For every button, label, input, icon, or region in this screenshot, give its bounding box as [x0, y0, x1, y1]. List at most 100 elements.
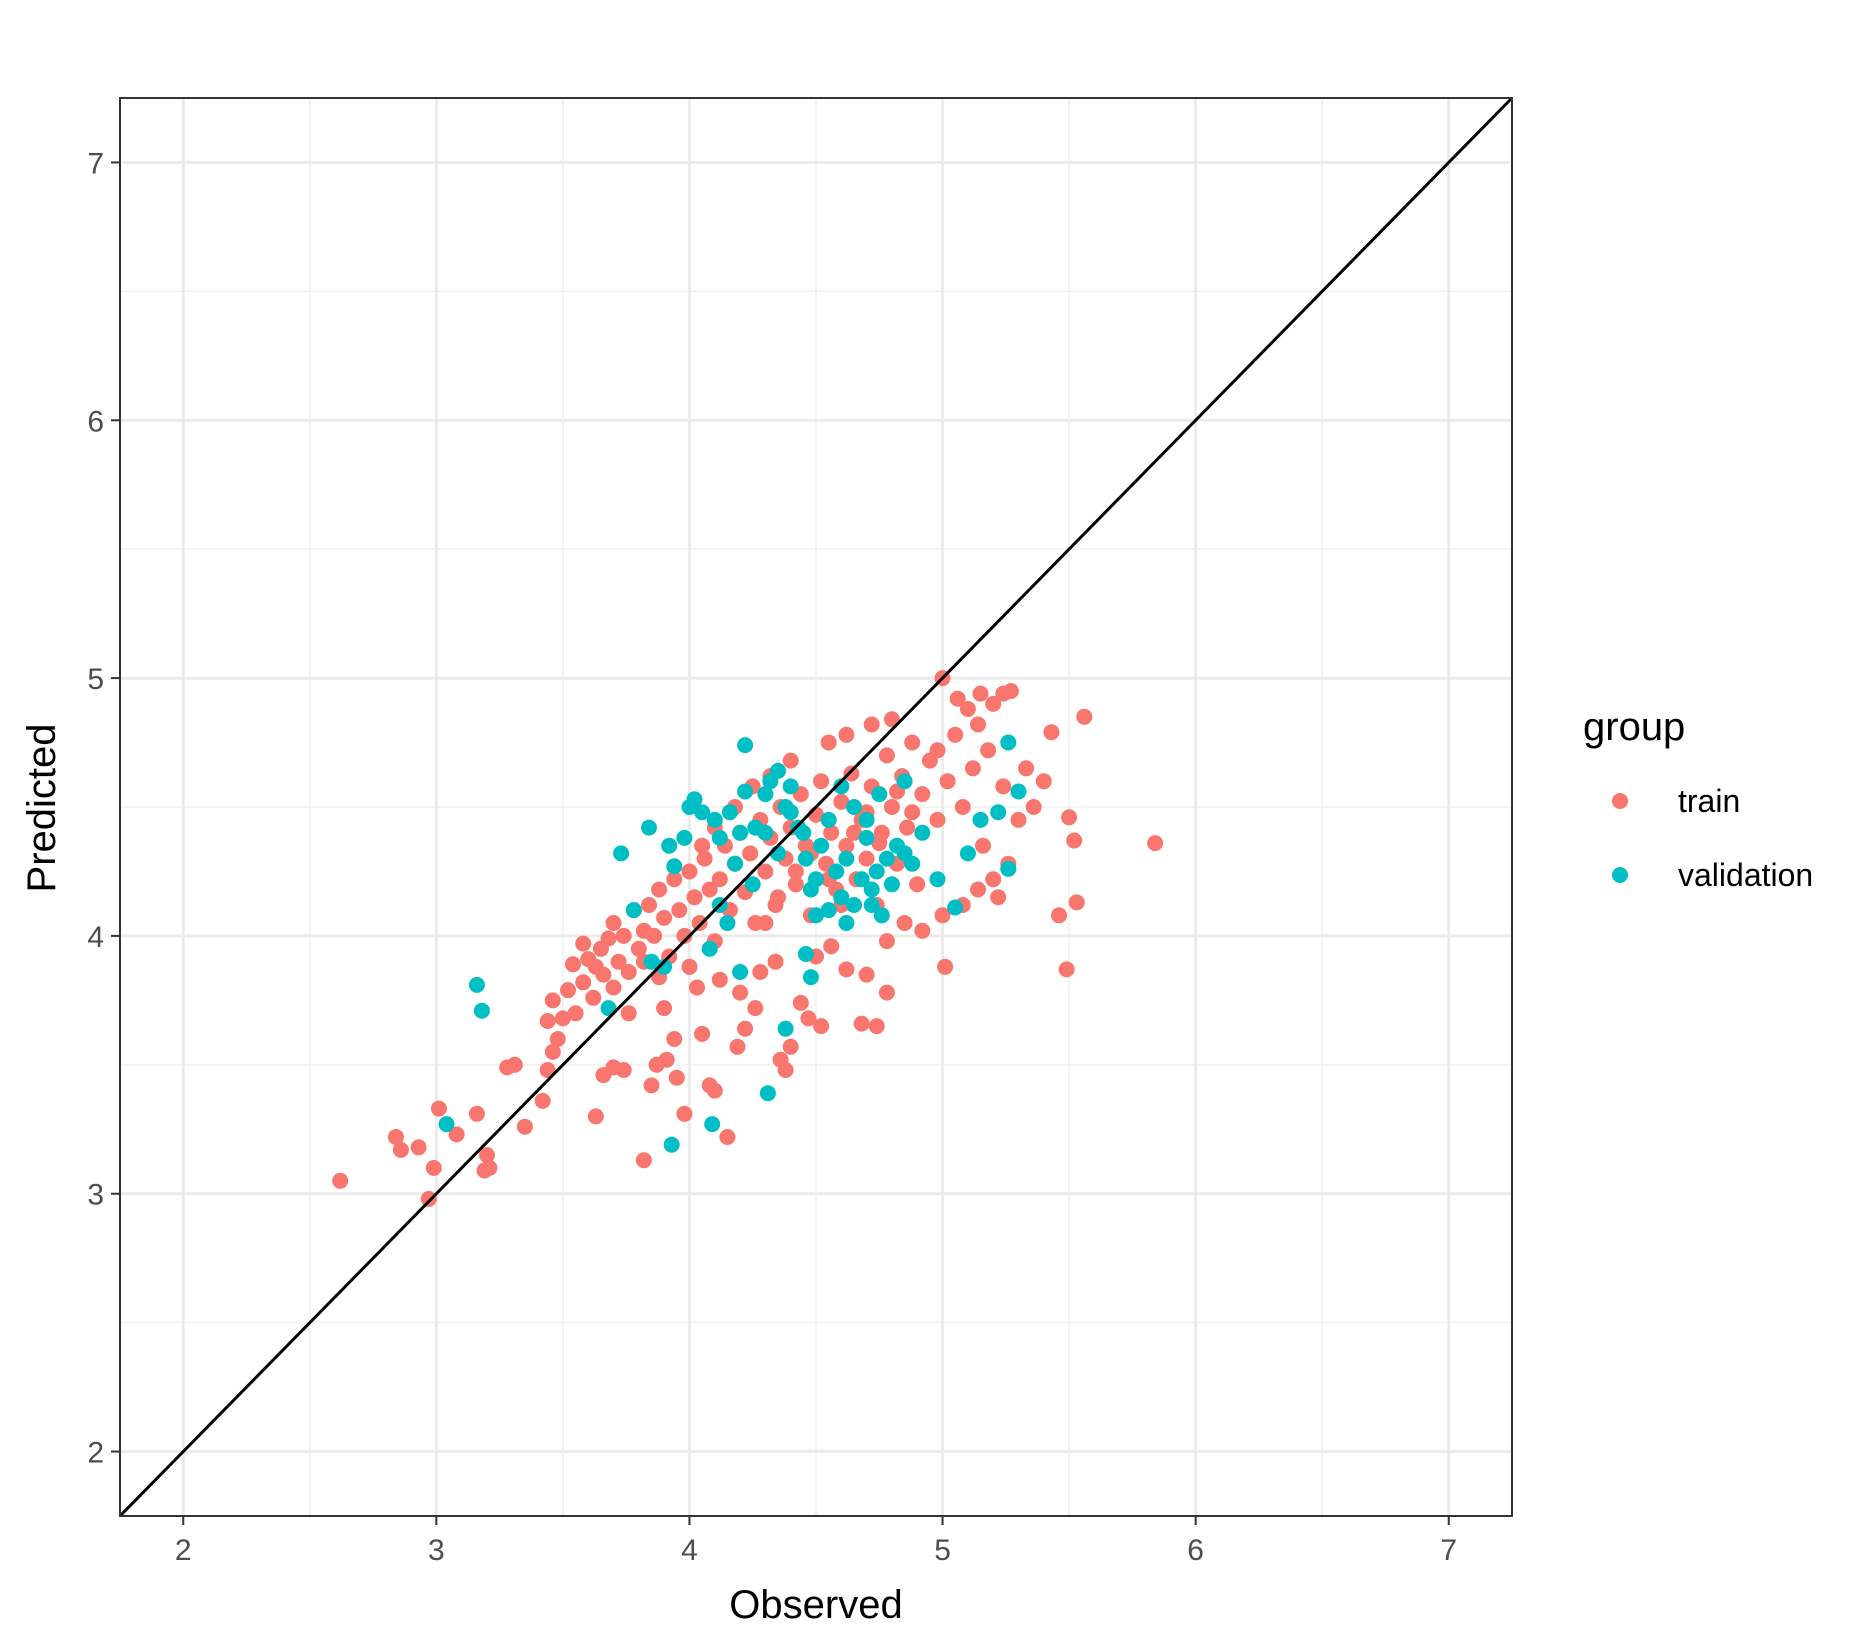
panel-border [119, 97, 1513, 1517]
train-point [1035, 773, 1052, 790]
validation-point [468, 976, 485, 993]
train-point [800, 1010, 817, 1027]
train-point [820, 734, 837, 751]
validation-point [757, 824, 774, 841]
validation-point [704, 1116, 721, 1133]
validation-point [661, 837, 678, 854]
y-tick-label: 7 [87, 147, 104, 180]
train-point [481, 1159, 498, 1176]
train-point [896, 915, 913, 931]
train-point [752, 964, 769, 980]
validation-point [863, 897, 880, 913]
train-point [1051, 907, 1067, 924]
train-point [656, 909, 673, 926]
validation-point [711, 829, 728, 846]
train-point [792, 994, 809, 1011]
train-point [757, 863, 774, 880]
train-point [681, 863, 698, 880]
y-tick-label: 3 [87, 1179, 104, 1212]
validation-point [759, 1085, 776, 1102]
x-tick-label: 6 [1187, 1534, 1204, 1567]
train-point [883, 799, 900, 815]
x-tick-label: 5 [934, 1534, 951, 1567]
y-tick-label: 5 [87, 663, 104, 696]
train-point [934, 907, 951, 924]
x-tick-label: 2 [175, 1534, 192, 1567]
train-point [641, 897, 657, 913]
train-point [701, 1077, 718, 1094]
legend-label-train: train [1678, 783, 1740, 819]
train-point [516, 1118, 533, 1135]
identity-reference-line [118, 96, 1514, 1518]
validation-point [721, 804, 738, 821]
train-point [648, 1056, 665, 1073]
train-point [871, 835, 888, 852]
train-point [985, 695, 1002, 712]
validation-point [808, 871, 824, 888]
legend-label-validation: validation [1678, 857, 1813, 893]
train-point [838, 726, 855, 743]
train-point [1043, 724, 1060, 741]
train-point [534, 1092, 551, 1109]
train-point [833, 793, 850, 810]
train-point [1066, 832, 1083, 849]
train-point [430, 1100, 447, 1117]
train-point [813, 1018, 830, 1035]
x-tick-label: 7 [1440, 1534, 1457, 1567]
train-point [587, 958, 604, 975]
train-point [772, 1051, 789, 1068]
validation-point [727, 855, 743, 872]
legend-key-train [1612, 793, 1628, 809]
validation-point [613, 845, 630, 862]
train-point [972, 685, 989, 702]
validation-point [663, 1136, 680, 1153]
validation-point [1000, 860, 1017, 877]
train-point [689, 979, 705, 996]
train-point [686, 889, 703, 906]
train-point [539, 1013, 556, 1029]
train-point [823, 938, 840, 955]
train-point [787, 876, 804, 893]
train-point [747, 1000, 764, 1017]
train-point [899, 819, 916, 836]
train-point [605, 979, 622, 996]
validation-point [813, 837, 830, 854]
train-point [605, 915, 622, 931]
train-point [767, 953, 784, 970]
train-point [691, 915, 708, 931]
train-point [506, 1056, 523, 1073]
validation-point [802, 969, 819, 986]
validation-point [643, 953, 660, 970]
train-point [425, 1159, 442, 1176]
validation-point [625, 902, 642, 919]
validation-point [896, 773, 913, 790]
train-point [838, 837, 855, 854]
train-point [1068, 894, 1085, 911]
train-point [782, 752, 799, 769]
train-point [868, 1018, 885, 1035]
train-point [387, 1129, 404, 1145]
y-axis-title: Predicted [20, 724, 64, 893]
train-point [732, 984, 749, 1001]
validation-point [853, 871, 870, 888]
x-tick-label: 3 [428, 1534, 445, 1567]
validation-point [828, 863, 845, 880]
train-point [995, 685, 1012, 702]
validation-point [676, 829, 693, 846]
train-point [544, 992, 561, 1009]
validation-point [820, 811, 837, 828]
validation-point [868, 863, 885, 880]
train-point [929, 742, 946, 759]
validation-point [744, 876, 761, 893]
validation-point [666, 858, 683, 875]
train-point [575, 935, 592, 952]
x-tick-label: 4 [681, 1534, 698, 1567]
train-point [666, 1031, 683, 1047]
train-point [643, 1077, 660, 1094]
validation-point [600, 1000, 617, 1017]
validation-point [838, 850, 855, 867]
validation-point [737, 783, 754, 800]
validation-point [871, 786, 888, 803]
train-point [539, 1062, 556, 1078]
